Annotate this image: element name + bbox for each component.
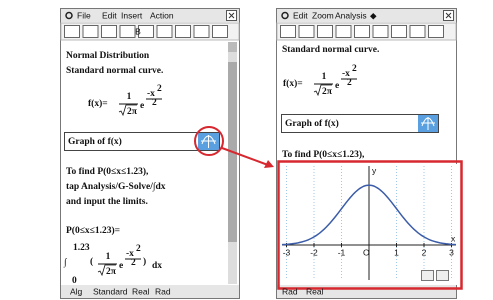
status-item: Real: [132, 286, 150, 296]
menu-item[interactable]: Insert: [121, 10, 143, 20]
toolbar-icon[interactable]: [355, 26, 370, 38]
text-line: dx: [152, 261, 162, 271]
status-item: Standard: [93, 286, 128, 296]
formula-den: 2π: [127, 107, 138, 117]
menu-item[interactable]: Edit: [293, 10, 308, 20]
menu-item[interactable]: File: [77, 10, 91, 20]
menu-item[interactable]: Analysis: [335, 10, 367, 20]
left-statusbar: [61, 285, 239, 298]
toolbar-icon[interactable]: [120, 26, 135, 38]
exp-pow: 2: [157, 84, 162, 94]
menu-item[interactable]: Action: [150, 10, 174, 20]
text-line: and input the limits.: [66, 197, 148, 207]
formula-num: 1: [106, 252, 111, 262]
exp-den: 2: [347, 78, 352, 88]
integral-upper: 1.23: [73, 243, 90, 253]
status-item: Real: [306, 286, 324, 296]
text-line: To find P(0≤x≤1.23),: [282, 149, 365, 160]
toolbar-icon[interactable]: [336, 26, 351, 38]
toolbar-icon[interactable]: [65, 26, 80, 38]
paren: (: [90, 256, 93, 267]
status-item: Rad: [155, 286, 171, 296]
toolbar-icon[interactable]: [392, 26, 407, 38]
toolbar-icon[interactable]: [157, 26, 172, 38]
x-tick-label: -3: [283, 247, 291, 257]
formula-base: e: [140, 101, 144, 111]
toolbar-label: B: [135, 26, 141, 36]
toolbar-icon[interactable]: [194, 26, 209, 38]
exp-pow: 2: [136, 244, 141, 254]
text-line: To find P(0≤x≤1.23),: [66, 166, 149, 177]
formula-den: 2π: [106, 267, 117, 277]
toolbar-icon[interactable]: [213, 26, 228, 38]
right-statusbar: [277, 285, 456, 298]
scroll-up[interactable]: [228, 42, 237, 52]
menu-item[interactable]: ◆: [370, 10, 377, 20]
graph-tool[interactable]: [437, 271, 449, 281]
text-line: Standard normal curve.: [282, 45, 379, 55]
graph-box-label[interactable]: Graph of f(x): [285, 118, 339, 129]
toolbar-icon[interactable]: [83, 26, 98, 38]
x-tick-label: -2: [310, 247, 318, 257]
exp-den: 2: [152, 98, 157, 108]
x-tick-label: 1: [394, 247, 399, 257]
menu-item[interactable]: Edit: [102, 10, 117, 20]
formula-base: e: [119, 261, 123, 271]
origin-label: O: [363, 247, 370, 257]
text-line: Standard normal curve.: [66, 66, 163, 76]
heading: Normal Distribution: [66, 51, 150, 61]
formula-den: 2π: [322, 87, 333, 97]
integral-lower: 0: [72, 276, 77, 286]
menu-item[interactable]: Zoom: [312, 10, 334, 20]
screenshot: B File Edit Insert Action Edit ZoomAnalysis◆ No…: [0, 0, 493, 300]
text-line: tap Analysis/G-Solve/∫dx: [66, 182, 166, 192]
formula-num: 1: [322, 72, 327, 82]
toolbar-icon[interactable]: [318, 26, 333, 38]
formula-base: e: [335, 81, 339, 91]
toolbar-icon[interactable]: [102, 26, 117, 38]
formula-lhs: f(x)=: [283, 78, 303, 89]
graph-box-label[interactable]: Graph of f(x): [68, 136, 122, 147]
exp-den: 2: [131, 258, 136, 268]
graph-tool[interactable]: [422, 271, 434, 281]
x-tick-label: 3: [449, 247, 454, 257]
x-tick-label: -1: [338, 247, 346, 257]
x-tick-label: 2: [422, 247, 427, 257]
formula-lhs: f(x)=: [88, 98, 108, 109]
toolbar-icon[interactable]: [281, 26, 296, 38]
status-item: Rad: [282, 286, 298, 296]
toolbar-icon[interactable]: [176, 26, 191, 38]
exp-pow: 2: [352, 64, 357, 74]
toolbar-icon[interactable]: [373, 26, 388, 38]
toolbar-icon[interactable]: [299, 26, 314, 38]
paren: ): [143, 256, 146, 267]
toolbar-icon[interactable]: [429, 26, 444, 38]
status-item: Alg: [70, 286, 83, 296]
toolbar-icon[interactable]: [410, 26, 425, 38]
text-line: P(0≤x≤1.23)=: [66, 225, 120, 236]
formula-num: 1: [127, 92, 132, 102]
